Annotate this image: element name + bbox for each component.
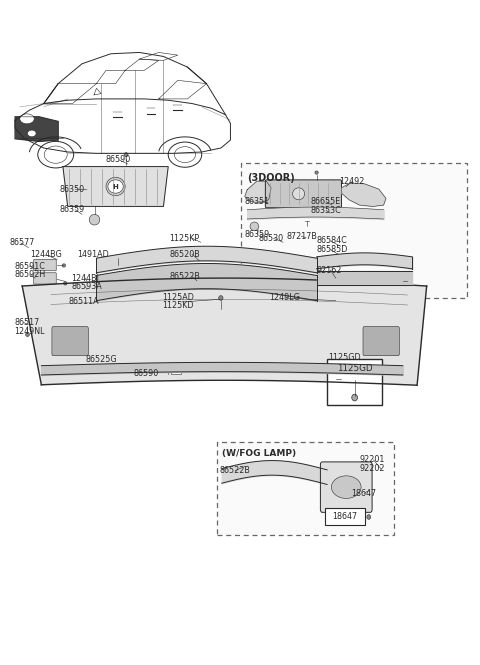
Text: 92201: 92201 <box>360 456 385 464</box>
Text: 1249NL: 1249NL <box>14 327 45 336</box>
FancyBboxPatch shape <box>324 508 365 525</box>
Ellipse shape <box>168 142 202 168</box>
Text: 86522B: 86522B <box>169 272 200 281</box>
Text: 1125KP: 1125KP <box>169 234 199 243</box>
FancyBboxPatch shape <box>241 164 468 298</box>
Ellipse shape <box>331 476 361 498</box>
FancyBboxPatch shape <box>268 283 285 296</box>
Text: 86592H: 86592H <box>14 270 45 279</box>
Text: 87217B: 87217B <box>287 232 318 241</box>
Text: 86520B: 86520B <box>169 249 200 259</box>
Text: 18647: 18647 <box>351 489 376 497</box>
Ellipse shape <box>116 265 120 269</box>
Text: 1491AD: 1491AD <box>77 250 109 259</box>
Text: (W/FOG LAMP): (W/FOG LAMP) <box>222 449 296 458</box>
FancyBboxPatch shape <box>170 364 181 374</box>
Ellipse shape <box>367 515 371 519</box>
Text: 1125GD: 1125GD <box>328 353 361 362</box>
Ellipse shape <box>174 147 195 163</box>
Text: 86590: 86590 <box>134 369 159 378</box>
Polygon shape <box>15 117 58 142</box>
Ellipse shape <box>334 378 337 382</box>
Text: 86525G: 86525G <box>86 354 118 364</box>
Text: 92202: 92202 <box>360 464 385 473</box>
Text: 86585D: 86585D <box>317 245 348 254</box>
FancyBboxPatch shape <box>321 462 372 512</box>
Text: 1125GD: 1125GD <box>337 364 372 373</box>
Text: 86351: 86351 <box>245 198 270 206</box>
FancyBboxPatch shape <box>225 283 241 296</box>
Text: 12492: 12492 <box>339 177 365 186</box>
FancyBboxPatch shape <box>217 442 394 535</box>
Text: 92162: 92162 <box>317 265 342 275</box>
Text: 86522B: 86522B <box>220 466 251 475</box>
Text: 86353C: 86353C <box>311 206 342 215</box>
Text: 86511A: 86511A <box>69 297 99 306</box>
Ellipse shape <box>20 114 34 124</box>
FancyBboxPatch shape <box>139 283 156 296</box>
Ellipse shape <box>401 279 405 283</box>
Text: 18647: 18647 <box>332 513 358 521</box>
Text: 86359: 86359 <box>245 230 270 239</box>
Ellipse shape <box>62 264 66 267</box>
Polygon shape <box>22 278 427 385</box>
Text: (3DOOR): (3DOOR) <box>247 173 294 183</box>
Ellipse shape <box>108 180 123 193</box>
Ellipse shape <box>38 142 74 168</box>
Ellipse shape <box>27 130 36 137</box>
FancyBboxPatch shape <box>327 359 382 406</box>
Text: 1244BJ: 1244BJ <box>72 273 99 283</box>
Text: 86577: 86577 <box>9 239 35 247</box>
Ellipse shape <box>352 394 358 401</box>
Text: 86591C: 86591C <box>14 261 45 271</box>
Ellipse shape <box>89 214 100 225</box>
Text: 86359: 86359 <box>59 205 84 214</box>
Text: 1125AD: 1125AD <box>162 293 194 303</box>
FancyBboxPatch shape <box>52 327 88 356</box>
Text: 1244BG: 1244BG <box>30 250 62 259</box>
Polygon shape <box>63 167 168 206</box>
Text: 1125KD: 1125KD <box>162 301 194 311</box>
Text: 86593A: 86593A <box>72 282 102 291</box>
Polygon shape <box>341 183 386 206</box>
Text: 86655E: 86655E <box>311 198 341 206</box>
Text: 86590: 86590 <box>106 156 131 164</box>
Text: 86350: 86350 <box>59 185 84 194</box>
FancyBboxPatch shape <box>34 273 56 284</box>
Ellipse shape <box>250 222 259 231</box>
Ellipse shape <box>44 146 67 164</box>
FancyBboxPatch shape <box>363 327 399 356</box>
Text: 1249LG: 1249LG <box>269 293 300 303</box>
Text: 86517: 86517 <box>14 318 39 327</box>
FancyBboxPatch shape <box>182 283 198 296</box>
Ellipse shape <box>106 177 125 196</box>
FancyBboxPatch shape <box>265 180 341 207</box>
Text: H: H <box>113 184 119 190</box>
Ellipse shape <box>25 332 29 336</box>
Ellipse shape <box>293 188 305 199</box>
Ellipse shape <box>64 282 67 285</box>
Ellipse shape <box>124 153 128 157</box>
Text: 86584C: 86584C <box>317 237 348 245</box>
Polygon shape <box>245 181 271 203</box>
FancyBboxPatch shape <box>34 259 56 271</box>
Ellipse shape <box>315 171 318 174</box>
Ellipse shape <box>219 296 223 301</box>
Ellipse shape <box>166 364 170 368</box>
Text: 86530: 86530 <box>258 234 283 243</box>
